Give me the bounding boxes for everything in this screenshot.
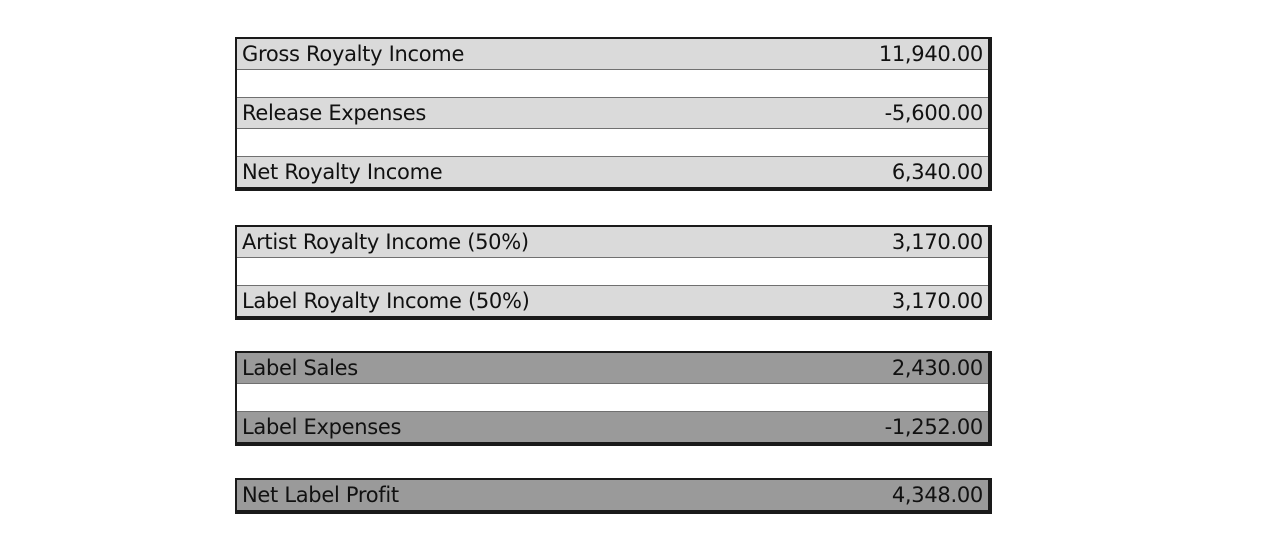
label-sales-table: Label Sales 2,430.00 Label Expenses -1,2… [235,351,992,446]
row-label: Release Expenses [242,101,426,125]
artist-royalty-income-row: Artist Royalty Income (50%) 3,170.00 [237,227,988,257]
spacer-row [237,257,988,286]
row-value: -5,600.00 [884,101,984,125]
row-label: Label Sales [242,356,358,380]
net-royalty-income-row: Net Royalty Income 6,340.00 [237,157,988,187]
royalty-split-table: Artist Royalty Income (50%) 3,170.00 Lab… [235,225,992,320]
net-label-profit-table: Net Label Profit 4,348.00 [235,478,992,514]
row-value: 2,430.00 [891,356,983,380]
row-value: 4,348.00 [891,483,983,507]
row-value: 11,940.00 [878,42,983,66]
gross-royalty-income-row: Gross Royalty Income 11,940.00 [237,39,988,69]
row-label: Net Royalty Income [242,160,443,184]
row-value: 3,170.00 [891,289,983,313]
row-value: 3,170.00 [891,230,983,254]
label-royalty-income-row: Label Royalty Income (50%) 3,170.00 [237,286,988,316]
row-label: Gross Royalty Income [242,42,465,66]
spacer-row [237,383,988,412]
row-label: Artist Royalty Income (50%) [242,230,529,254]
row-label: Label Royalty Income (50%) [242,289,530,313]
royalty-income-table: Gross Royalty Income 11,940.00 Release E… [235,37,992,191]
row-value: 6,340.00 [891,160,983,184]
net-label-profit-row: Net Label Profit 4,348.00 [237,480,988,510]
label-sales-row: Label Sales 2,430.00 [237,353,988,383]
row-value: -1,252.00 [884,415,984,439]
release-expenses-row: Release Expenses -5,600.00 [237,98,988,128]
spacer-row [237,128,988,157]
label-expenses-row: Label Expenses -1,252.00 [237,412,988,442]
spacer-row [237,69,988,98]
row-label: Net Label Profit [242,483,399,507]
row-label: Label Expenses [242,415,402,439]
